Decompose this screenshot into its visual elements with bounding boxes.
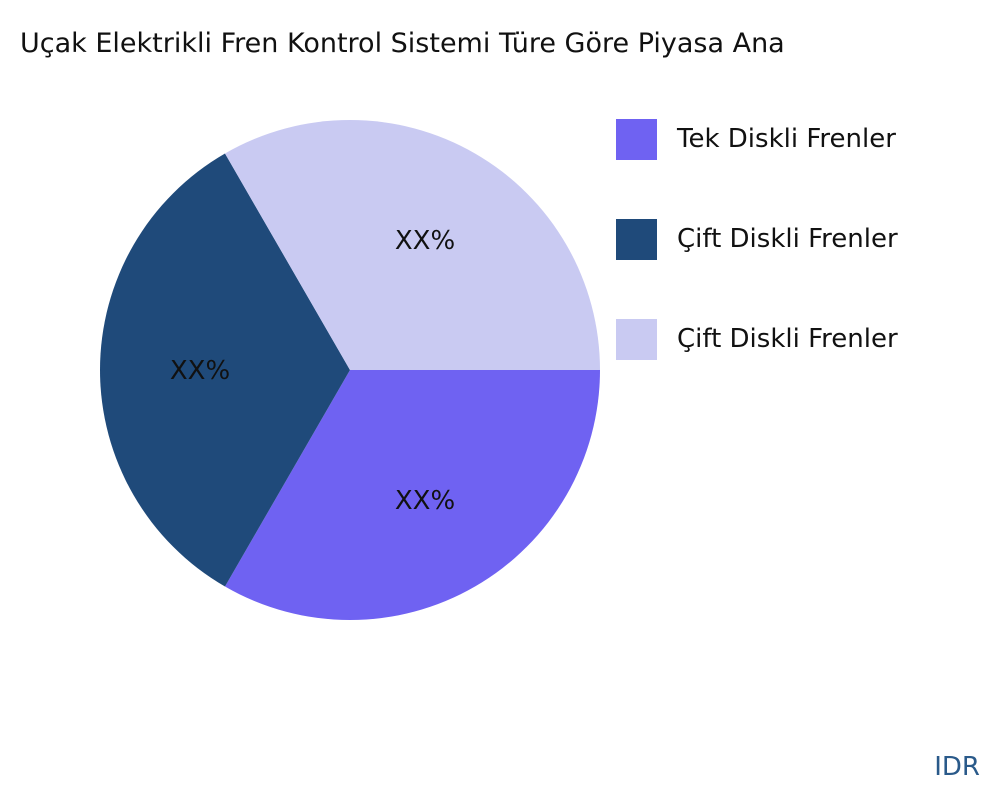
chart-title: Uçak Elektrikli Fren Kontrol Sistemi Tür… [20, 28, 785, 59]
legend-item: Tek Diskli Frenler [616, 118, 896, 160]
brand-logo-text: IDR [934, 752, 980, 782]
legend-swatch [616, 318, 657, 360]
legend-label: Çift Diskli Frenler [677, 224, 898, 254]
legend-swatch [616, 118, 657, 160]
slice-data-label: XX% [395, 226, 455, 256]
legend-item: Çift Diskli Frenler [616, 318, 898, 360]
pie-slice [225, 119, 600, 370]
legend-label: Tek Diskli Frenler [677, 124, 896, 154]
pie-slice [225, 370, 600, 620]
legend-item: Çift Diskli Frenler [616, 218, 898, 260]
slice-data-label: XX% [170, 356, 230, 386]
slice-data-label: XX% [395, 486, 455, 516]
legend-swatch [616, 218, 657, 260]
legend-label: Çift Diskli Frenler [677, 324, 898, 354]
